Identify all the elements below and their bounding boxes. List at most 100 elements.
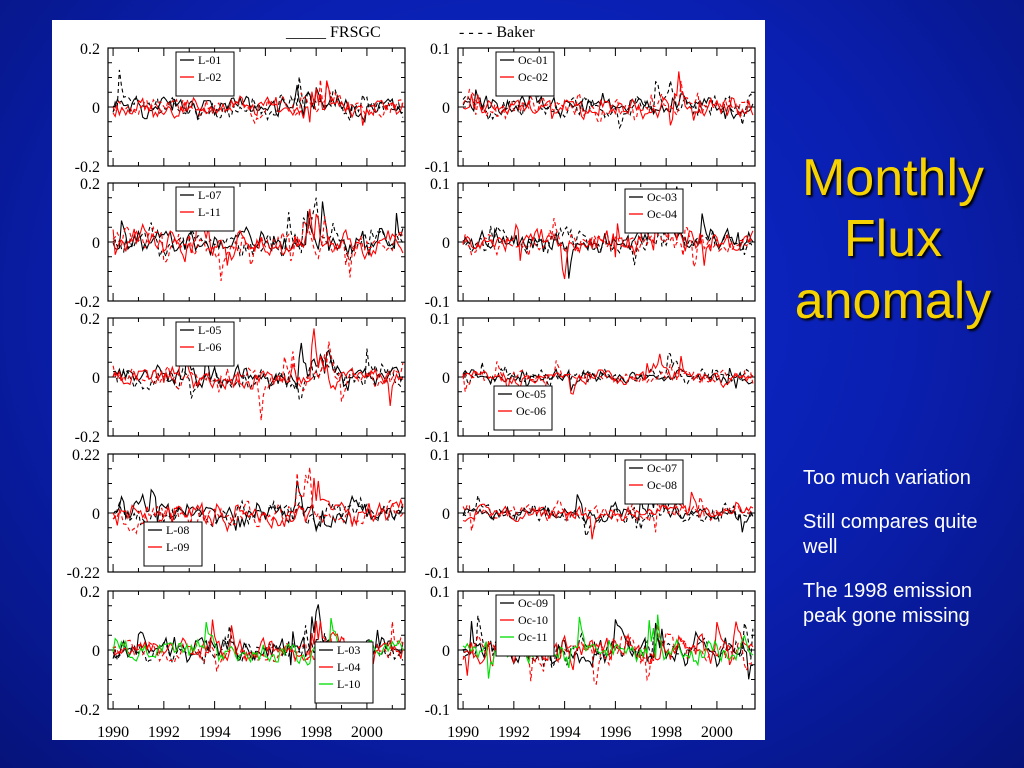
series-line (112, 496, 404, 528)
y-tick-label: 0 (442, 370, 450, 387)
y-tick-label: 0.1 (430, 311, 450, 328)
legend-box (624, 459, 684, 505)
series-line (462, 615, 754, 670)
x-tick-label: 1996 (249, 724, 281, 740)
y-tick-label: -0.1 (425, 565, 450, 582)
title-line: Monthly (801, 149, 985, 207)
x-tick-label: 2000 (351, 724, 383, 740)
y-tick-label: 0 (92, 506, 100, 523)
legend-label: L-01 (198, 53, 221, 67)
series-line (462, 491, 754, 540)
legend-box (493, 385, 553, 431)
legend-label: L-08 (166, 523, 189, 537)
y-tick-label: -0.2 (75, 159, 100, 176)
series-line (112, 197, 404, 262)
x-tick-label: 1990 (97, 724, 129, 740)
y-tick-label: -0.2 (75, 294, 100, 311)
legend-label: Oc-02 (518, 70, 548, 84)
y-tick-label: -0.1 (425, 702, 450, 719)
note-text: The 1998 emission peak gone missing (803, 580, 972, 627)
y-tick-label: 0.1 (430, 447, 450, 464)
legend-label: Oc-01 (518, 53, 548, 67)
series-line (462, 494, 754, 533)
series-line (462, 214, 754, 280)
x-tick-label: 2000 (701, 724, 733, 740)
legend-label: L-03 (337, 643, 360, 657)
y-tick-label: 0.2 (80, 176, 100, 193)
x-tick-label: 1994 (549, 724, 581, 740)
series-line (462, 71, 754, 126)
legend-label: L-02 (198, 70, 221, 84)
series-line (462, 352, 754, 389)
y-tick-label: 0.1 (430, 176, 450, 193)
x-tick-label: 1990 (447, 724, 479, 740)
legend-label: L-10 (337, 677, 360, 691)
x-tick-label: 1998 (650, 724, 682, 740)
y-tick-label: 0.22 (72, 447, 100, 464)
series-line (112, 328, 404, 406)
note-text: Still compares quite well (803, 511, 978, 558)
series-line (112, 477, 404, 549)
legend-box (143, 521, 203, 567)
legend-label: L-05 (198, 323, 221, 337)
y-tick-label: 0 (442, 100, 450, 117)
legend-label: L-09 (166, 540, 189, 554)
series-line (112, 467, 404, 549)
series-line (112, 341, 404, 421)
legend-label: L-06 (198, 340, 221, 354)
series-line (462, 206, 754, 279)
y-tick-label: -0.1 (425, 429, 450, 446)
series-line (112, 69, 404, 123)
series-line (113, 84, 404, 124)
series-line (112, 79, 404, 125)
legend-label: Oc-05 (516, 387, 546, 401)
y-tick-label: -0.2 (75, 702, 100, 719)
x-tick-label: 1994 (199, 724, 231, 740)
y-tick-label: 0 (442, 643, 450, 660)
flux-anomaly-figure: _____ FRSGC - - - - Baker 0.2 0 -0.2 L-01 L-02… (52, 20, 765, 740)
series-line (462, 217, 754, 268)
series-line (462, 360, 754, 392)
slide-title: Monthly Flux anomaly (768, 148, 1018, 332)
legend-label: Oc-11 (518, 630, 548, 644)
header-baker-label: - - - - Baker (459, 24, 535, 41)
y-tick-label: 0 (442, 506, 450, 523)
legend-box (314, 641, 374, 704)
y-tick-label: 0 (92, 643, 100, 660)
y-tick-label: -0.2 (75, 429, 100, 446)
series-line (462, 80, 754, 130)
y-tick-label: -0.22 (67, 565, 100, 582)
series-line (113, 342, 404, 391)
legend-label: Oc-08 (647, 478, 677, 492)
series-line (112, 208, 404, 266)
legend-box (624, 188, 684, 234)
legend-box (495, 594, 555, 657)
legend-box (175, 321, 235, 367)
legend-box (175, 186, 235, 232)
series-line (112, 80, 404, 126)
legend-label: Oc-04 (647, 207, 677, 221)
y-tick-label: 0.2 (80, 41, 100, 58)
y-tick-label: -0.1 (425, 294, 450, 311)
header-frsgc-label: _____ FRSGC (285, 24, 381, 41)
series-line (112, 480, 404, 533)
y-tick-label: 0.2 (80, 584, 100, 601)
legend-box (495, 51, 555, 97)
legend-label: L-04 (337, 660, 360, 674)
y-tick-label: 0 (92, 370, 100, 387)
y-tick-label: 0 (92, 100, 100, 117)
note-text: Too much variation (803, 467, 971, 489)
x-tick-label: 1992 (148, 724, 180, 740)
slide-notes: Too much variation Still compares quite … (803, 466, 1013, 648)
legend-box (175, 51, 235, 97)
legend-label: Oc-10 (518, 613, 548, 627)
series-line (462, 80, 754, 124)
y-tick-label: 0.1 (430, 584, 450, 601)
title-line: Flux (843, 210, 943, 269)
x-tick-label: 1992 (498, 724, 530, 740)
y-tick-label: 0.2 (80, 311, 100, 328)
series-line (462, 184, 754, 266)
chart-svg: _____ FRSGC - - - - Baker 0.2 0 -0.2 L-01 L-02… (67, 24, 756, 740)
legend-label: Oc-03 (647, 190, 677, 204)
title-line: anomaly (794, 271, 992, 330)
